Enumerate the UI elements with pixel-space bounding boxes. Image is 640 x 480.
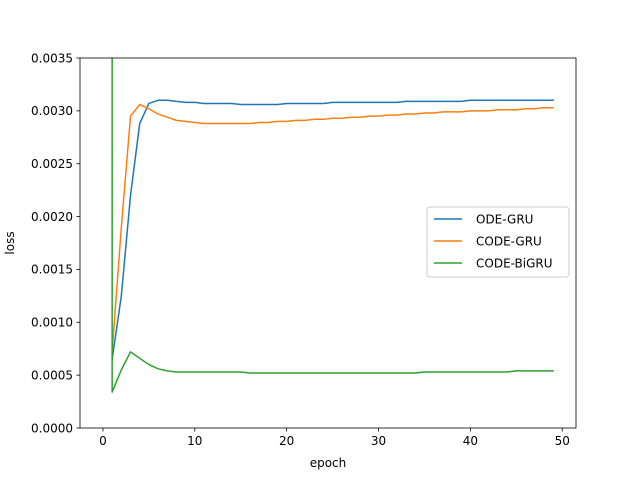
y-axis-ticks: 0.0000 0.0005 0.0010 0.0015 0.0020 0.0025 0.00…: [31, 51, 80, 435]
x-tick-label: 10: [187, 434, 202, 448]
series-line-2: [111, 58, 554, 393]
y-tick-label: 0.0015: [31, 263, 73, 277]
x-tick-label: 30: [371, 434, 386, 448]
x-tick-label: 50: [555, 434, 570, 448]
y-axis-label: loss: [3, 231, 17, 254]
x-axis-ticks: 0 10 20 30 40 50: [99, 428, 570, 448]
y-tick-label: 0.0035: [31, 51, 73, 65]
x-axis-label: epoch: [310, 456, 347, 470]
plot-frame: [79, 57, 577, 429]
y-tick-label: 0.0005: [31, 368, 73, 382]
y-tick-label: 0.0030: [31, 104, 73, 118]
y-tick-label: 0.0020: [31, 210, 73, 224]
legend: ODE-GRU CODE-GRU CODE-BiGRU: [426, 206, 570, 278]
series-lines: [111, 58, 554, 393]
legend-label-2: CODE-BiGRU: [476, 256, 553, 270]
legend-label-1: CODE-GRU: [476, 234, 542, 248]
y-tick-label: 0.0000: [31, 421, 73, 435]
y-tick-label: 0.0010: [31, 316, 73, 330]
x-tick-label: 0: [99, 434, 107, 448]
legend-box: [426, 206, 570, 278]
x-tick-label: 20: [279, 434, 294, 448]
axes-frame: [79, 57, 577, 429]
series-line-1: [111, 103, 554, 353]
series-line-0: [111, 99, 554, 361]
x-tick-label: 40: [463, 434, 478, 448]
y-tick-label: 0.0025: [31, 157, 73, 171]
legend-label-0: ODE-GRU: [476, 212, 533, 226]
